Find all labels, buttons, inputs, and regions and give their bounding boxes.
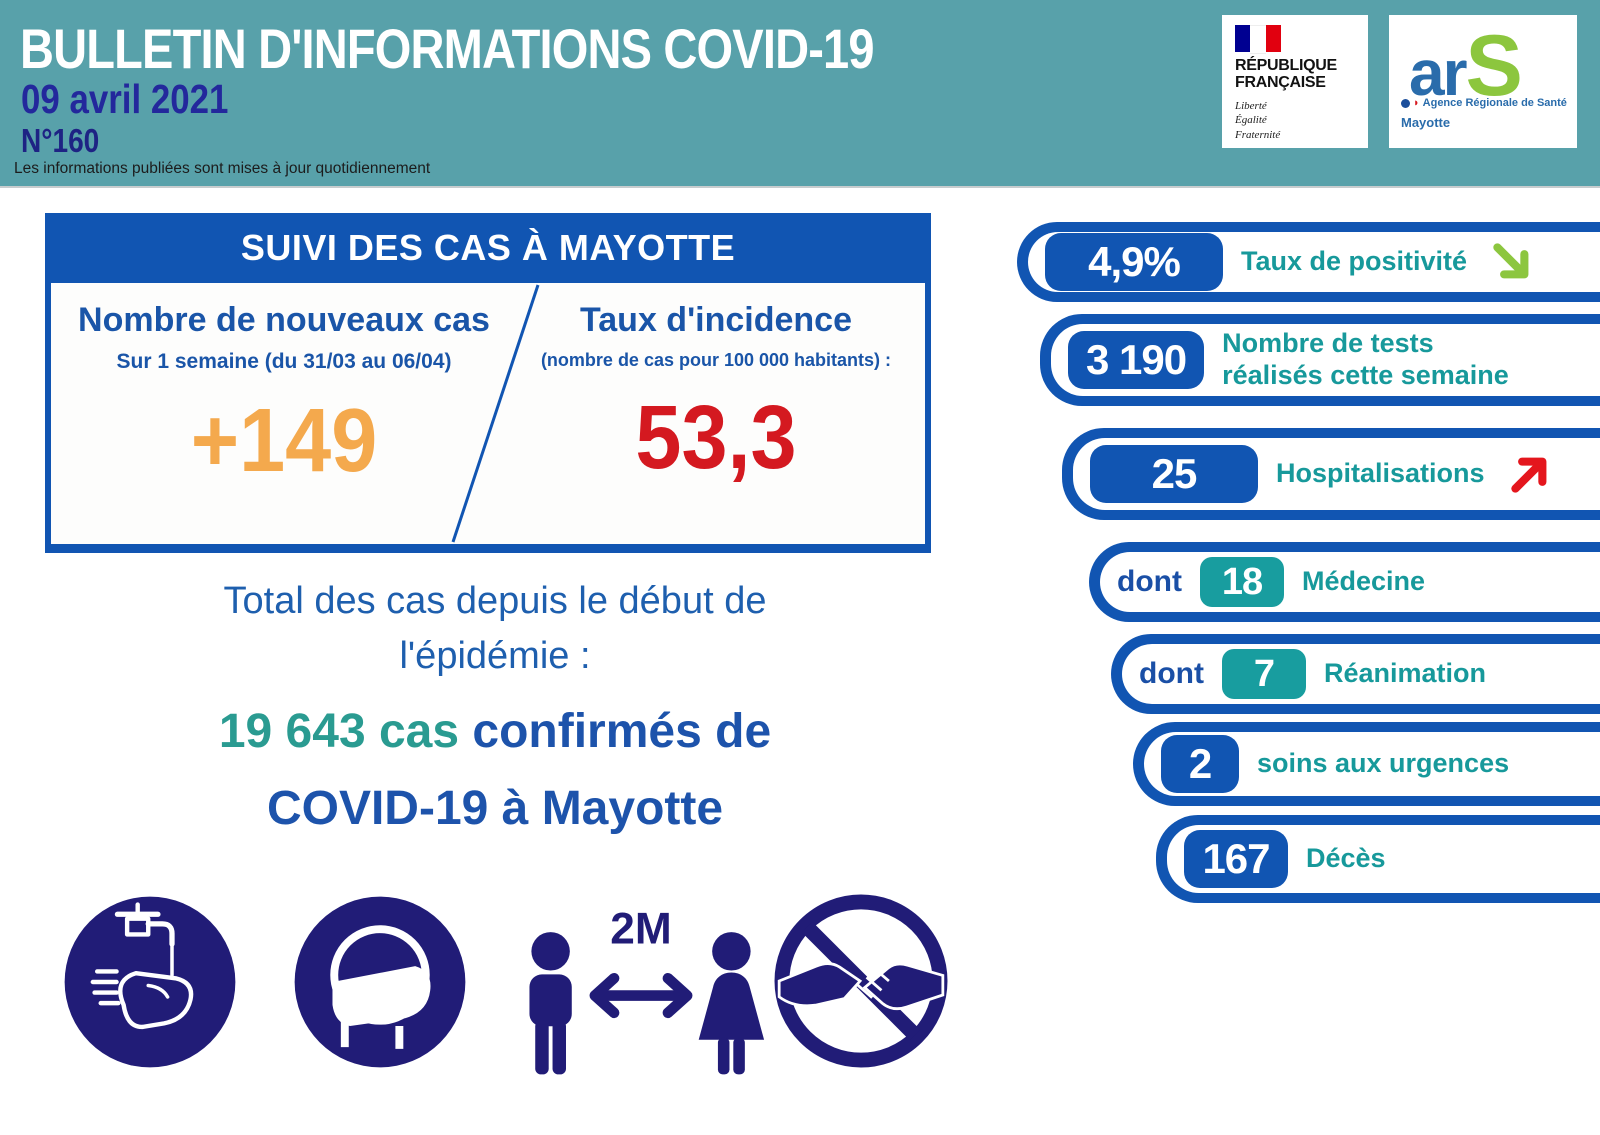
trend-up-arrow-icon: [1510, 457, 1546, 493]
stat-label: Taux de positivité: [1241, 246, 1468, 277]
ars-dot-icon: [1401, 98, 1410, 108]
stat-prefix: dont: [1139, 657, 1204, 690]
french-flag-icon: [1235, 25, 1281, 54]
trend-down-arrow-icon: [1493, 243, 1529, 279]
stat-value-badge: 18: [1199, 557, 1284, 607]
stat-value-badge: 25: [1090, 445, 1258, 503]
face-mask-icon: [294, 896, 466, 1068]
stat-prefix: dont: [1117, 565, 1182, 598]
incidence-value: 53,3: [635, 388, 797, 488]
stat-value-badge: 167: [1184, 830, 1288, 888]
card-title-band: SUIVI DES CAS À MAYOTTE: [45, 213, 931, 283]
wash-hands-icon: [64, 896, 236, 1068]
stat-row: dont 7 Réanimation: [1111, 634, 1600, 714]
stat-row: 4,9% Taux de positivité: [1017, 222, 1600, 302]
stat-row: dont 18 Médecine: [1089, 542, 1600, 622]
stat-label: Médecine: [1301, 566, 1426, 597]
stat-value-badge: 4,9%: [1045, 233, 1223, 291]
stat-row: 3 190 Nombre de tests réalisés cette semai…: [1040, 314, 1600, 406]
incidence-heading: Taux d'incidence: [580, 301, 852, 339]
stat-value-badge: 2: [1161, 735, 1239, 793]
stat-label: Nombre de tests réalisés cette semaine: [1222, 328, 1509, 390]
ars-crescent-icon: ◗: [1413, 97, 1420, 109]
stat-value-badge: 3 190: [1068, 331, 1205, 389]
case-tracking-card: SUIVI DES CAS À MAYOTTE Nombre de nouvea…: [45, 213, 931, 553]
ars-mayotte-logo: arS ◗ Agence Régionale de Santé Mayotte: [1389, 15, 1577, 148]
ars-agency-label: Agence Régionale de Santé: [1422, 97, 1567, 109]
stat-row: 167 Décès: [1156, 815, 1600, 903]
new-cases-period: Sur 1 semaine (du 31/03 au 06/04): [116, 350, 452, 373]
ars-region-label: Mayotte: [1401, 115, 1451, 130]
stat-row: 25 Hospitalisations: [1062, 428, 1600, 520]
distance-2m-icon: 2M: [529, 905, 765, 1075]
no-handshake-icon: [774, 894, 948, 1068]
bulletin-number: N°160: [21, 122, 100, 159]
prevention-icons-row: 2M: [0, 880, 1000, 1090]
total-cases-intro: Total des cas depuis le début de l'épidé…: [223, 580, 767, 678]
rf-name: RÉPUBLIQUE FRANÇAISE: [1235, 57, 1337, 92]
card-title: SUIVI DES CAS À MAYOTTE: [240, 227, 736, 268]
bulletin-date: 09 avril 2021: [21, 76, 229, 122]
stat-label: Réanimation: [1323, 658, 1486, 689]
total-cases-block: Total des cas depuis le début de l'épidé…: [55, 574, 935, 848]
republique-francaise-logo: RÉPUBLIQUE FRANÇAISE Liberté Égalité Fra…: [1222, 15, 1368, 148]
page-title: BULLETIN D'INFORMATIONS COVID-19: [20, 17, 875, 80]
new-cases-column: Nombre de nouveaux cas Sur 1 semaine (du…: [69, 301, 499, 486]
new-cases-value: +149: [190, 391, 378, 491]
total-cases-count: 19 643 cas: [218, 705, 460, 759]
new-cases-heading: Nombre de nouveaux cas: [78, 301, 490, 339]
total-cases-statement: 19 643 cas confirmés de COVID-19 à Mayot…: [218, 705, 772, 835]
stat-label: Décès: [1306, 843, 1386, 874]
rf-motto: Liberté Égalité Fraternité: [1235, 99, 1281, 142]
stat-row: 2 soins aux urgences: [1133, 722, 1600, 806]
incidence-column: Taux d'incidence (nombre de cas pour 100…: [521, 301, 911, 483]
update-note: Les informations publiées sont mises à j…: [14, 160, 431, 177]
stat-label: Hospitalisations: [1276, 458, 1485, 489]
incidence-definition: (nombre de cas pour 100 000 habitants) :: [540, 350, 892, 370]
ars-wordmark: arS: [1409, 18, 1523, 114]
stat-value-badge: 7: [1221, 649, 1306, 699]
stat-label: soins aux urgences: [1257, 748, 1510, 779]
distance-2m-label: 2M: [610, 905, 671, 954]
